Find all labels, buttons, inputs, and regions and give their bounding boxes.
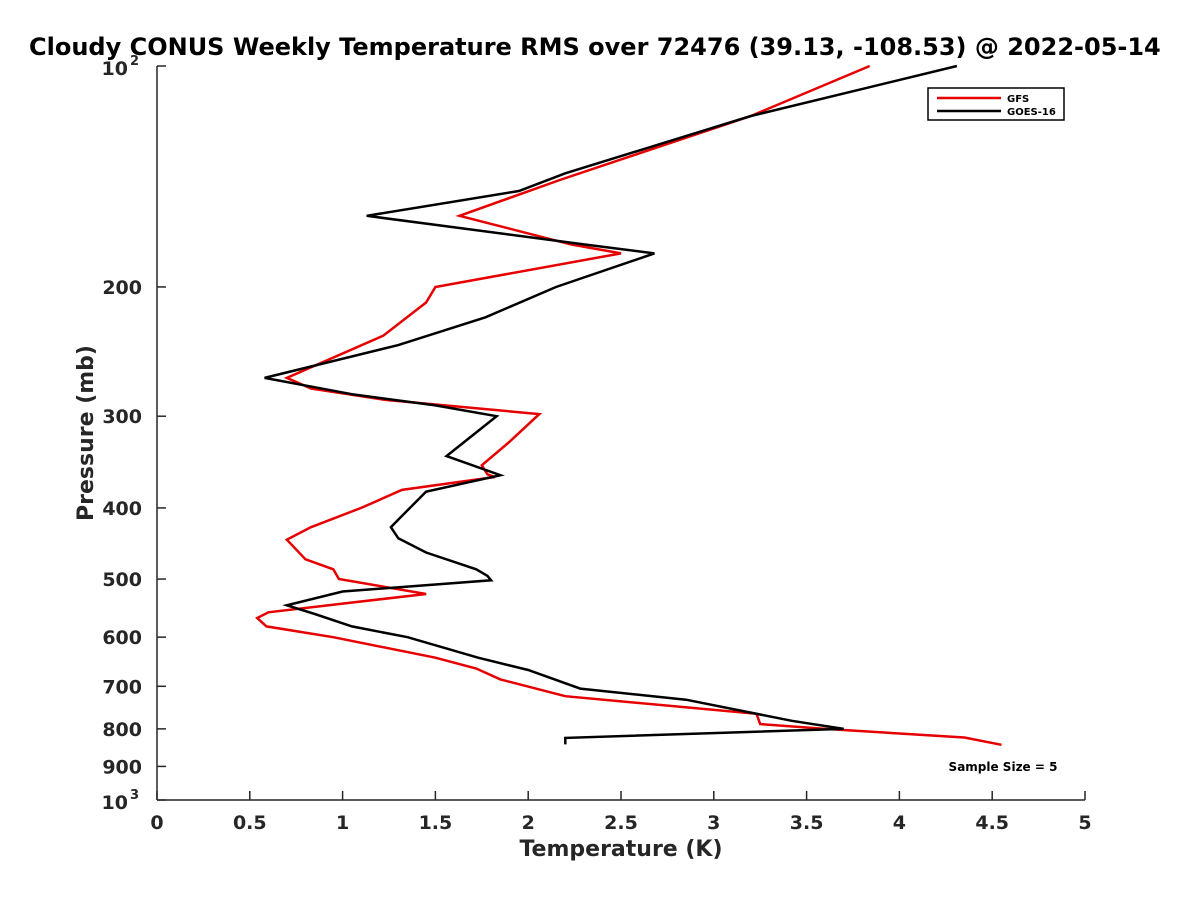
legend: GFS GOES-16 bbox=[927, 87, 1065, 121]
series-line-gfs bbox=[255, 64, 1002, 747]
chart-title: Cloudy CONUS Weekly Temperature RMS over… bbox=[29, 33, 1161, 61]
legend-label: GFS bbox=[1007, 94, 1029, 105]
y-tick-exponent: 3 bbox=[130, 788, 139, 803]
x-tick-label: 3 bbox=[707, 812, 720, 834]
x-tick-label: 0 bbox=[150, 812, 163, 834]
series-line-goes-16 bbox=[264, 64, 958, 745]
y-tick-label: 200 bbox=[102, 277, 142, 299]
y-tick-label: 10 bbox=[102, 792, 128, 814]
x-tick-label: 2.5 bbox=[604, 812, 638, 834]
x-axis-label: Temperature (K) bbox=[519, 837, 722, 862]
x-tick-label: 4.5 bbox=[975, 812, 1009, 834]
y-tick-label: 400 bbox=[102, 498, 142, 520]
y-axis-label: Pressure (mb) bbox=[74, 345, 99, 521]
legend-box bbox=[927, 87, 1065, 121]
y-tick-label: 500 bbox=[102, 569, 142, 591]
y-tick-label: 300 bbox=[102, 406, 142, 428]
x-tick-label: 4 bbox=[893, 812, 906, 834]
x-tick-label: 3.5 bbox=[790, 812, 824, 834]
y-tick-label: 800 bbox=[102, 719, 142, 741]
y-tick-exponent: 2 bbox=[130, 54, 139, 69]
sample-size-annotation: Sample Size = 5 bbox=[949, 760, 1058, 774]
legend-label: GOES-16 bbox=[1007, 107, 1056, 118]
x-tick-label: 2 bbox=[522, 812, 535, 834]
y-tick-label: 700 bbox=[102, 676, 142, 698]
x-tick-label: 1 bbox=[336, 812, 349, 834]
x-tick-label: 0.5 bbox=[233, 812, 267, 834]
y-tick-label: 900 bbox=[102, 756, 142, 778]
x-tick-label: 5 bbox=[1078, 812, 1091, 834]
y-tick-label: 10 bbox=[102, 58, 128, 80]
y-tick-label: 600 bbox=[102, 627, 142, 649]
x-tick-label: 1.5 bbox=[419, 812, 453, 834]
plot-area: 0 0.5 1 1.5 2 2.5 3 3.5 4 4.5 510 22003004005006007… bbox=[102, 54, 1092, 834]
